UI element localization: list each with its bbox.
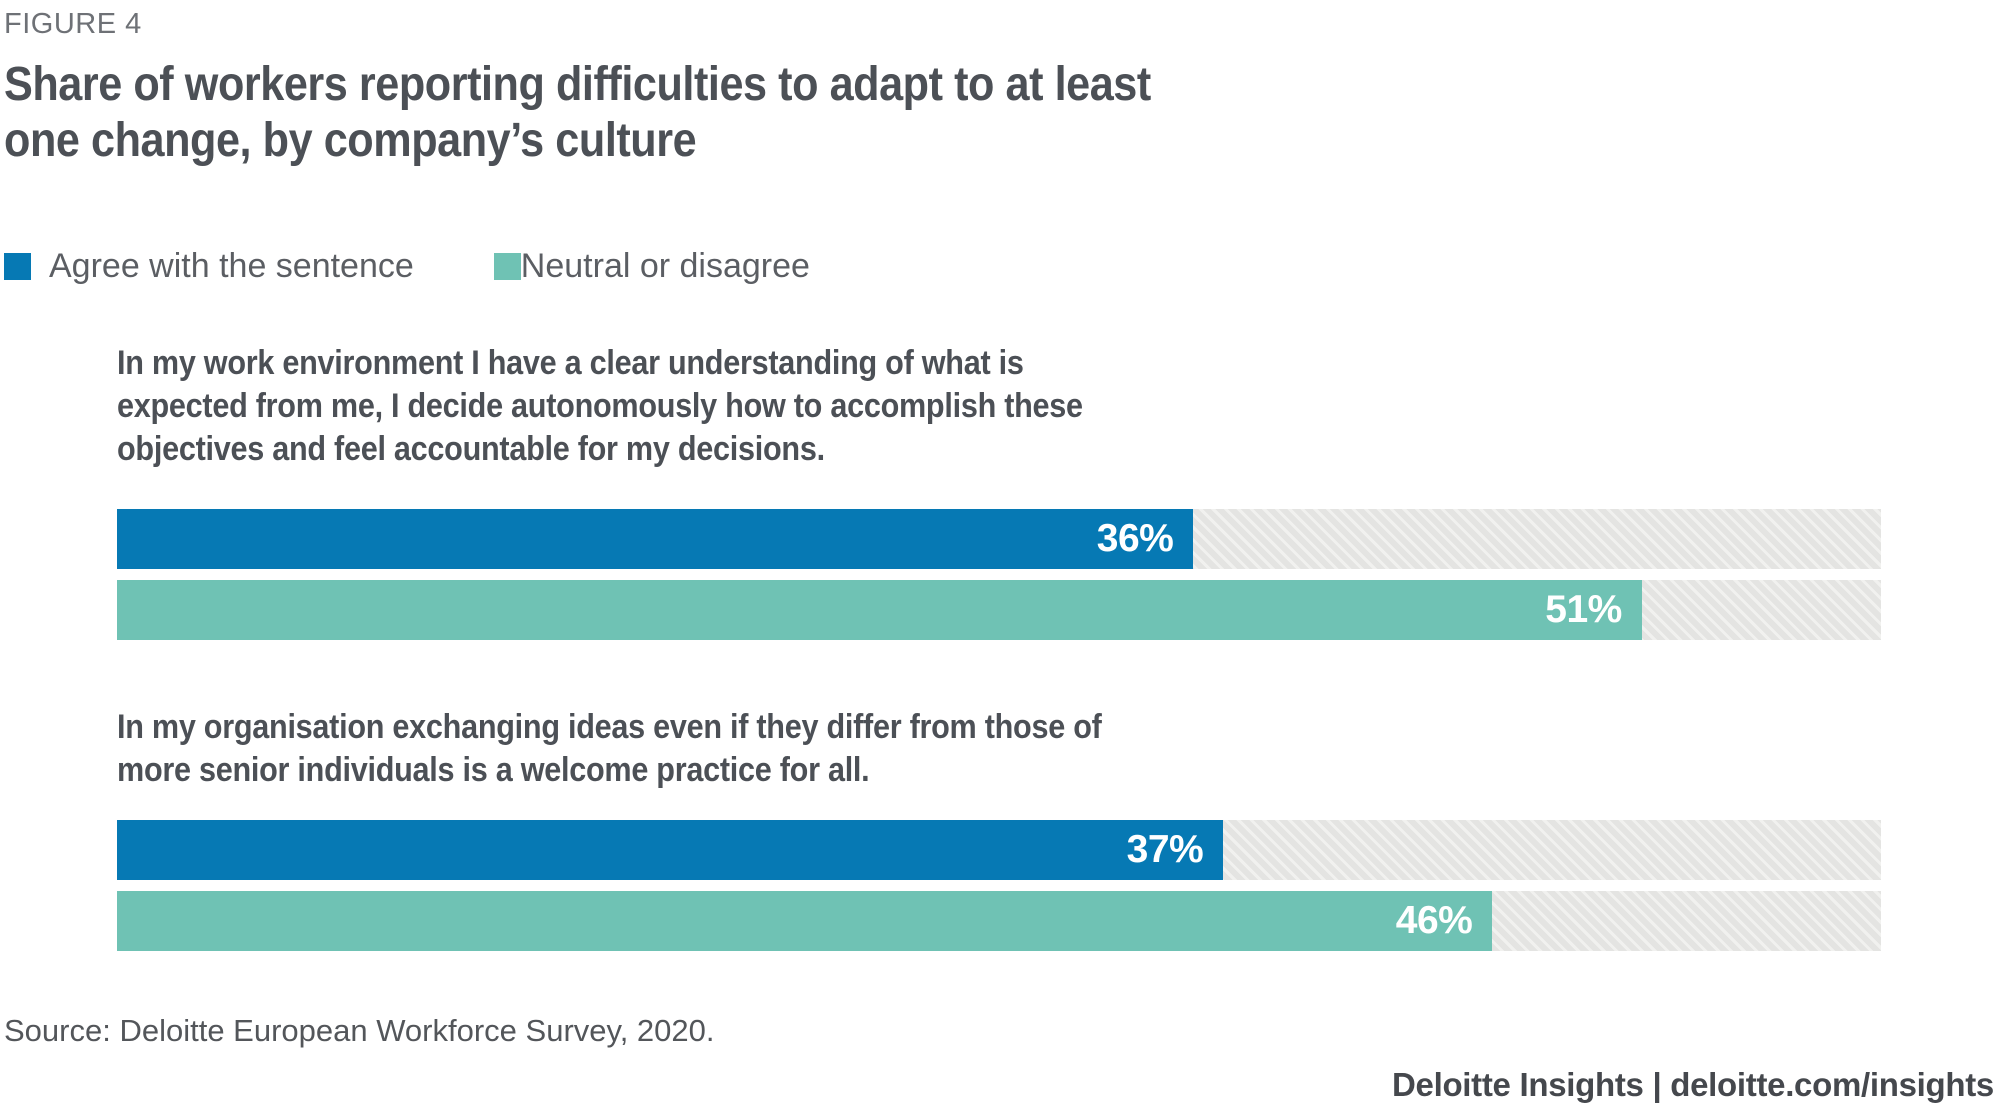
bar-q2-agree: 37%: [117, 820, 1224, 880]
legend-item-neutral: Neutral or disagree: [493, 247, 810, 286]
bar-track-q2-neutral: 46%: [117, 891, 1881, 951]
legend-swatch-agree-icon: [4, 253, 31, 280]
chart-title-line-1: Share of workers reporting difficulties …: [4, 58, 1151, 111]
bar-value-label-q2-neutral: 46%: [1395, 899, 1473, 942]
bar-value-label-q1-agree: 36%: [1096, 517, 1174, 560]
question-1-line-3: objectives and feel accountable for my d…: [117, 430, 825, 468]
bar-q2-neutral: 46%: [117, 891, 1493, 951]
question-1: In my work environment I have a clear un…: [117, 342, 1705, 471]
bar-group-2: In my organisation exchanging ideas even…: [117, 706, 1881, 951]
question-2-line-2: more senior individuals is a welcome pra…: [117, 751, 870, 789]
bar-value-label-q2-agree: 37%: [1126, 828, 1204, 871]
question-2: In my organisation exchanging ideas even…: [117, 706, 1705, 792]
chart-title-line-2: one change, by company’s culture: [4, 114, 697, 167]
bar-track-q1-neutral: 51%: [117, 580, 1881, 640]
footer-branding: Deloitte Insights | deloitte.com/insight…: [1392, 1066, 1994, 1103]
source-note: Source: Deloitte European Workforce Surv…: [4, 1013, 715, 1048]
bar-value-label-q1-neutral: 51%: [1545, 588, 1622, 631]
legend-label-neutral: Neutral or disagree: [520, 247, 810, 285]
chart-title: Share of workers reporting difficulties …: [4, 57, 1800, 169]
bar-track-q2-agree: 37%: [117, 820, 1881, 880]
chart-body: In my work environment I have a clear un…: [117, 342, 1881, 951]
legend-swatch-neutral-icon: [493, 253, 521, 280]
figure-label: FIGURE 4: [4, 8, 142, 40]
question-1-line-2: expected from me, I decide autonomously …: [117, 387, 1083, 425]
bar-q1-neutral: 51%: [117, 580, 1642, 640]
question-1-line-1: In my work environment I have a clear un…: [117, 344, 1024, 382]
bar-track-q1-agree: 36%: [117, 509, 1881, 569]
legend-item-agree: Agree with the sentence: [4, 247, 414, 286]
question-2-line-1: In my organisation exchanging ideas even…: [117, 708, 1102, 746]
legend-label-agree: Agree with the sentence: [49, 247, 414, 285]
bar-q1-agree: 36%: [117, 509, 1194, 569]
legend: Agree with the sentence Neutral or disag…: [4, 247, 2000, 286]
bar-group-1: In my work environment I have a clear un…: [117, 342, 1881, 640]
